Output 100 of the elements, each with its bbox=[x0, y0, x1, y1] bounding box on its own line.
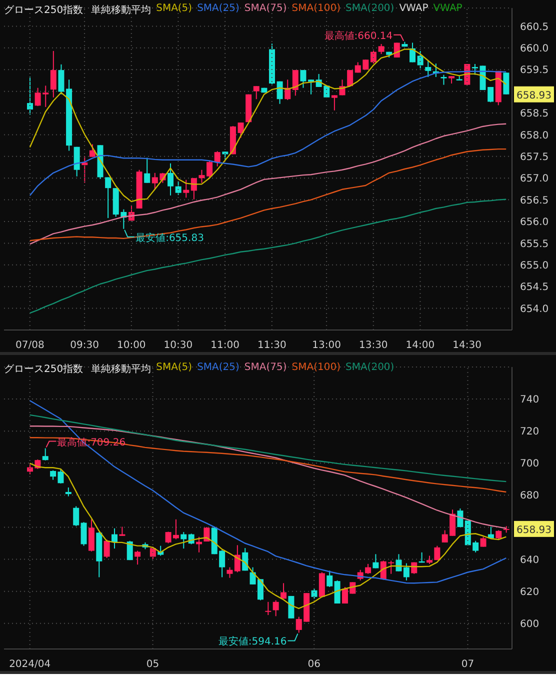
x-tick-label: 07/08 bbox=[15, 340, 44, 351]
annotation: 最高値:660.14 bbox=[324, 30, 393, 42]
line-series bbox=[29, 400, 507, 584]
chart-title: グロース250指数 bbox=[4, 362, 84, 376]
x-tick-label: 14:30 bbox=[452, 340, 482, 351]
legend-label: VWAP bbox=[433, 3, 462, 16]
x-tick-label: 10:00 bbox=[116, 340, 146, 351]
text: SMA(75) bbox=[244, 3, 287, 16]
y-tick-label: 657.0 bbox=[520, 174, 549, 185]
x-tick-label: 10:30 bbox=[164, 340, 193, 351]
candlestick bbox=[480, 536, 486, 548]
x-tick-label: 05 bbox=[146, 659, 160, 670]
x-tick-label: 11:30 bbox=[257, 340, 286, 351]
candlestick bbox=[370, 50, 376, 64]
candlestick bbox=[50, 50, 56, 98]
y-tick-label: 680 bbox=[520, 490, 540, 502]
x-tick-label: 13:00 bbox=[312, 340, 341, 351]
candlestick bbox=[119, 526, 126, 536]
line-series bbox=[29, 414, 507, 482]
candlestick bbox=[27, 76, 33, 116]
candlestick bbox=[434, 545, 440, 561]
candlestick bbox=[42, 448, 48, 461]
candlestick bbox=[234, 544, 240, 573]
candlestick bbox=[440, 74, 447, 86]
candlestick bbox=[80, 522, 87, 546]
y-tick-label: 655.0 bbox=[520, 260, 549, 272]
candlestick bbox=[326, 570, 333, 588]
candlestick bbox=[73, 506, 80, 527]
candlestick bbox=[183, 179, 190, 198]
candlestick bbox=[238, 122, 244, 138]
line-series bbox=[29, 148, 507, 242]
x-tick-label: 14:00 bbox=[406, 340, 435, 351]
y-tick-label: 654.5 bbox=[520, 282, 549, 294]
text: SMA(5) bbox=[156, 362, 192, 375]
candlestick bbox=[292, 70, 298, 96]
candlestick bbox=[331, 94, 338, 111]
chart-subtitle: 単純移動平均 bbox=[91, 4, 152, 17]
line-series bbox=[29, 462, 507, 610]
chart-subtitle: 単純移動平均 bbox=[91, 363, 152, 376]
y-tick-label: 660.5 bbox=[520, 22, 549, 33]
candlestick bbox=[265, 601, 272, 616]
y-tick-label: 658.5 bbox=[520, 108, 549, 120]
candlestick bbox=[206, 160, 213, 179]
annotation: 最安値:594.16 bbox=[218, 636, 287, 648]
y-tick-label: 656.0 bbox=[520, 217, 549, 228]
text: SMA(200) bbox=[345, 362, 394, 375]
candlestick bbox=[168, 162, 174, 196]
candlestick bbox=[74, 146, 80, 177]
y-tick-label: 659.5 bbox=[520, 65, 549, 76]
line-series bbox=[29, 123, 507, 245]
candlestick bbox=[425, 60, 432, 78]
text: SMA(75) bbox=[244, 362, 287, 375]
x-tick-label: 09:30 bbox=[70, 340, 99, 351]
candlestick bbox=[104, 539, 110, 558]
candlestick bbox=[308, 79, 314, 95]
y-tick-label: 720 bbox=[520, 426, 540, 438]
line-series bbox=[29, 437, 507, 493]
y-tick-label: 600 bbox=[520, 618, 540, 630]
candlestick bbox=[226, 566, 233, 578]
text: 658.93 bbox=[516, 90, 552, 102]
y-tick-label: 655.5 bbox=[520, 238, 549, 250]
y-tick-label: 740 bbox=[520, 394, 540, 406]
candlestick bbox=[180, 532, 187, 550]
text: SMA(100) bbox=[292, 362, 340, 375]
candlestick bbox=[394, 42, 400, 58]
candlestick bbox=[105, 176, 112, 219]
x-tick-label: 13:30 bbox=[358, 340, 388, 351]
candlestick bbox=[134, 550, 141, 566]
candlestick bbox=[378, 44, 384, 54]
chart-title: グロース250指数 bbox=[4, 4, 84, 17]
candlestick bbox=[472, 63, 478, 76]
y-tick-label: 640 bbox=[520, 554, 540, 566]
y-tick-label: 658.0 bbox=[520, 130, 549, 142]
y-tick-label: 700 bbox=[520, 458, 540, 470]
candlestick bbox=[214, 150, 220, 167]
candlestick bbox=[89, 144, 96, 158]
y-tick-label: 654.0 bbox=[520, 304, 549, 315]
candlestick bbox=[372, 554, 379, 569]
y-tick-label: 657.5 bbox=[520, 152, 549, 163]
candlestick bbox=[417, 50, 424, 69]
text: SMA(25) bbox=[197, 362, 240, 375]
text: 658.93 bbox=[516, 524, 552, 536]
candlestick bbox=[272, 600, 279, 617]
line-series bbox=[29, 70, 507, 196]
candlestick bbox=[198, 169, 205, 184]
x-tick-label: 07 bbox=[461, 659, 474, 670]
y-tick-label: 660.0 bbox=[520, 43, 549, 54]
x-tick-label: 06 bbox=[308, 659, 320, 670]
candlestick bbox=[334, 580, 340, 604]
candlestick bbox=[58, 64, 64, 95]
line-series bbox=[29, 48, 507, 202]
text: SMA(25) bbox=[197, 3, 240, 16]
candlestick bbox=[204, 526, 210, 542]
x-tick-label: 11:00 bbox=[210, 340, 240, 351]
candlestick bbox=[280, 582, 287, 600]
text: SMA(5) bbox=[156, 3, 192, 16]
candlestick bbox=[175, 180, 182, 196]
candlestick bbox=[503, 72, 510, 95]
y-tick-label: 656.5 bbox=[520, 195, 549, 206]
x-tick-label: 2024/04 bbox=[9, 659, 51, 670]
